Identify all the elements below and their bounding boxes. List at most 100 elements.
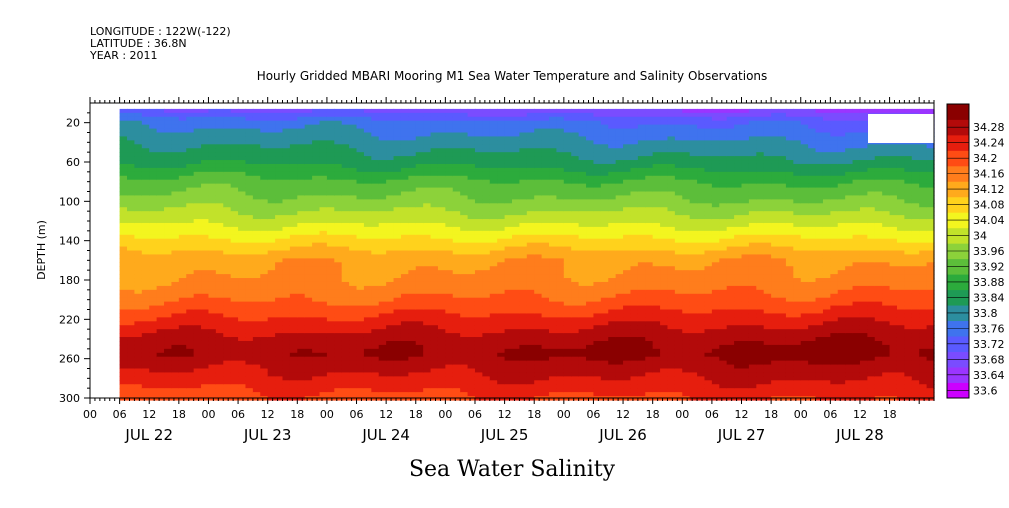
heatmap-cell [378, 163, 387, 169]
heatmap-cell [430, 167, 439, 173]
heatmap-cell [489, 238, 498, 244]
heatmap-cell [119, 325, 128, 330]
heatmap-cell [171, 195, 180, 200]
heatmap-cell [445, 195, 454, 200]
heatmap-cell [504, 124, 513, 130]
heatmap-cell [593, 124, 602, 130]
heatmap-cell [238, 262, 247, 267]
heatmap-cell [326, 215, 335, 220]
heatmap-cell [586, 183, 595, 189]
heatmap-cell [304, 289, 313, 295]
heatmap-cell [400, 337, 409, 342]
heatmap-cell [171, 266, 180, 271]
heatmap-cell [304, 388, 313, 393]
heatmap-cell [275, 285, 284, 291]
heatmap-cell [445, 238, 454, 244]
heatmap-cell [378, 211, 387, 216]
heatmap-cell [171, 226, 180, 232]
heatmap-cell [289, 179, 298, 185]
heatmap-cell [334, 160, 343, 165]
heatmap-cell [563, 171, 572, 177]
heatmap-cell [334, 187, 343, 193]
heatmap-cell [556, 274, 565, 279]
heatmap-cell [282, 156, 291, 161]
heatmap-cell [534, 293, 543, 299]
heatmap-cell [549, 136, 558, 141]
heatmap-cell [445, 305, 454, 311]
heatmap-cell [608, 348, 617, 354]
heatmap-cell [393, 148, 402, 153]
heatmap-cell [437, 266, 446, 271]
heatmap-cell [563, 211, 572, 216]
heatmap-cell [275, 301, 284, 307]
heatmap-cell [467, 179, 476, 185]
heatmap-cell [541, 285, 550, 291]
heatmap-cell [519, 191, 528, 197]
heatmap-cell [519, 140, 528, 145]
heatmap-cell [319, 293, 328, 299]
heatmap-cell [267, 309, 276, 315]
heatmap-cell [586, 230, 595, 236]
heatmap-cell [356, 179, 365, 185]
heatmap-cell [460, 289, 469, 295]
heatmap-cell [267, 329, 276, 334]
heatmap-cell [171, 376, 180, 381]
heatmap-cell [201, 179, 210, 185]
heatmap-cell [489, 289, 498, 295]
heatmap-cell [334, 238, 343, 244]
heatmap-cell [252, 364, 261, 370]
heatmap-cell [171, 163, 180, 169]
heatmap-cell [534, 112, 543, 118]
heatmap-cell [334, 112, 343, 118]
heatmap-cell [230, 191, 239, 197]
heatmap-cell [415, 120, 424, 126]
heatmap-cell [186, 219, 195, 224]
heatmap-cell [474, 132, 483, 138]
heatmap-cell [386, 242, 395, 248]
heatmap-cell [238, 266, 247, 271]
heatmap-cell [615, 187, 624, 193]
heatmap-cell [430, 305, 439, 311]
heatmap-cell [386, 140, 395, 145]
heatmap-cell [467, 321, 476, 326]
heatmap-cell [512, 242, 520, 248]
heatmap-cell [549, 329, 558, 334]
heatmap-cell [378, 140, 387, 145]
heatmap-cell [141, 160, 150, 165]
heatmap-cell [556, 163, 565, 169]
heatmap-cell [408, 250, 417, 256]
heatmap-cell [415, 360, 424, 366]
heatmap-cell [171, 289, 180, 295]
heatmap-cell [593, 207, 602, 212]
heatmap-cell [586, 281, 595, 287]
chart-title: Hourly Gridded MBARI Mooring M1 Sea Wate… [257, 69, 768, 83]
heatmap-cell [289, 258, 298, 263]
heatmap-cell [445, 128, 454, 134]
heatmap-cell [586, 329, 595, 334]
heatmap-cell [593, 254, 602, 259]
heatmap-cell [378, 242, 387, 248]
heatmap-cell [489, 140, 498, 145]
heatmap-cell [178, 195, 187, 200]
heatmap-cell [260, 207, 269, 212]
heatmap-cell [223, 136, 232, 141]
heatmap-cell [519, 120, 528, 126]
heatmap-cell [230, 219, 239, 224]
heatmap-cell [304, 132, 313, 138]
heatmap-cell [512, 388, 520, 393]
heatmap-cell [312, 136, 321, 141]
heatmap-cell [400, 171, 409, 177]
heatmap-cell [178, 301, 187, 307]
heatmap-cell [415, 309, 424, 315]
heatmap-cell [519, 124, 528, 130]
heatmap-cell [363, 388, 372, 393]
heatmap-cell [156, 215, 165, 220]
heatmap-cell [297, 226, 306, 232]
heatmap-cell [519, 136, 528, 141]
heatmap-cell [252, 140, 261, 145]
heatmap-cell [164, 219, 173, 224]
heatmap-cell [171, 388, 180, 393]
heatmap-cell [230, 207, 239, 212]
heatmap-cell [356, 171, 365, 177]
heatmap-cell [356, 305, 365, 311]
